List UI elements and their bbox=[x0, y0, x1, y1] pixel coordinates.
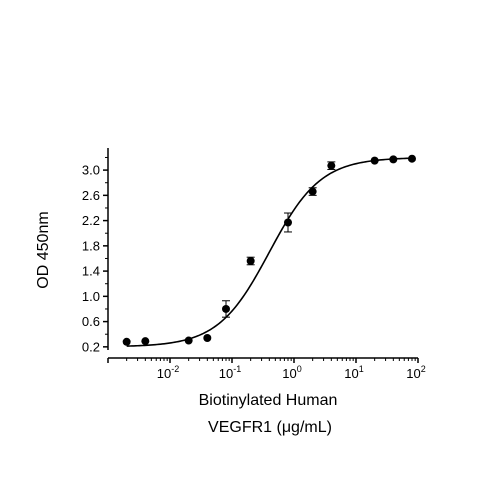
x-tick-label: 102 bbox=[406, 364, 425, 381]
x-tick-label: 10-1 bbox=[219, 364, 241, 381]
axes-layer: 0.2 0.6 1.0 1.4 1.8 2.2 2.6 3.0 10-2 10-1 100 101 10… bbox=[82, 148, 426, 381]
y-tick-label: 0.6 bbox=[82, 314, 100, 329]
y-axis-title: OD 450nm bbox=[35, 211, 52, 288]
data-point bbox=[370, 156, 379, 165]
data-points-layer bbox=[122, 154, 416, 346]
data-point bbox=[327, 161, 336, 170]
x-axis-title-line-2: VEGFR1 (μg/mL) bbox=[208, 419, 332, 436]
data-point bbox=[246, 256, 255, 265]
fit-curve-line bbox=[126, 157, 413, 347]
y-tick-label: 1.0 bbox=[82, 289, 100, 304]
x-axis-title-line-1: Biotinylated Human bbox=[199, 392, 338, 409]
y-tick-label: 2.6 bbox=[82, 188, 100, 203]
x-tick-label: 100 bbox=[282, 364, 301, 381]
data-point bbox=[184, 336, 193, 345]
y-tick-label: 3.0 bbox=[82, 163, 100, 178]
data-point bbox=[283, 218, 292, 227]
y-tick-label: 1.8 bbox=[82, 238, 100, 253]
data-point bbox=[122, 337, 131, 346]
data-point bbox=[407, 154, 416, 163]
data-point bbox=[389, 155, 398, 164]
data-point bbox=[308, 187, 317, 196]
x-tick-label: 10-2 bbox=[157, 364, 179, 381]
x-tick-label: 101 bbox=[344, 364, 363, 381]
fit-curve-layer bbox=[126, 157, 413, 347]
data-point bbox=[221, 304, 230, 313]
y-tick-label: 2.2 bbox=[82, 213, 100, 228]
data-point bbox=[203, 334, 212, 343]
y-tick-label: 0.2 bbox=[82, 339, 100, 354]
y-tick-label: 1.4 bbox=[82, 264, 100, 279]
data-point bbox=[141, 337, 150, 346]
